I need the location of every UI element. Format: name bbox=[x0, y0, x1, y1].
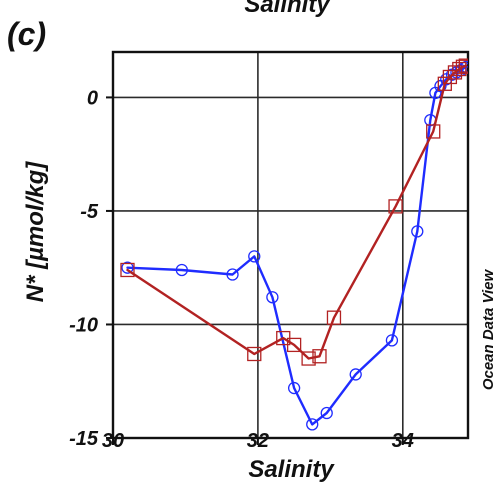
ocean-data-view-credit: Ocean Data View bbox=[480, 269, 497, 391]
series-1-circle-marker-5 bbox=[287, 381, 301, 395]
series-2-line bbox=[126, 64, 467, 360]
series-1-circle-marker-0 bbox=[121, 261, 134, 274]
x-tick-label-2: 34 bbox=[392, 430, 414, 452]
x-tick-label-0: 30 bbox=[102, 430, 124, 452]
plot-area: 30 32 34 -15 -10 -5 0 bbox=[69, 50, 470, 452]
series-1-circle-marker-7 bbox=[320, 406, 333, 420]
y-tick-label-1: -10 bbox=[69, 314, 98, 336]
series-2-square-marker-7 bbox=[388, 199, 403, 214]
series-2-square-marker-1 bbox=[247, 346, 262, 362]
series-1-circle-marker-10 bbox=[411, 225, 424, 238]
series-1-circle-marker-2 bbox=[226, 268, 239, 281]
y-axis-title: N* [µmol/kg] bbox=[22, 161, 49, 303]
series-2-square-marker-8 bbox=[426, 124, 441, 139]
series-2-square-marker-13 bbox=[455, 59, 468, 74]
series-1-circle-marker-6 bbox=[306, 418, 319, 431]
series-2-square-marker-10 bbox=[442, 69, 458, 85]
series-1-circle-marker-9 bbox=[385, 334, 399, 347]
series-2-square-marker-0 bbox=[120, 262, 135, 278]
series-1-circle-marker-3 bbox=[248, 250, 261, 263]
y-tick-label-3: 0 bbox=[87, 87, 98, 109]
data-layer bbox=[120, 58, 468, 431]
series-1-circle-marker-8 bbox=[349, 368, 362, 381]
top-title: Salinity bbox=[244, 0, 331, 18]
y-tick-label-2: -5 bbox=[80, 201, 99, 223]
series-2-square-marker-6 bbox=[326, 310, 342, 325]
series-1-circle-marker-1 bbox=[175, 263, 188, 277]
x-axis-title: Salinity bbox=[248, 456, 335, 483]
panel-label: (c) bbox=[7, 16, 46, 52]
y-tick-label-0: -15 bbox=[69, 428, 99, 450]
plot-frame bbox=[111, 50, 470, 440]
series-2-square-marker-5 bbox=[312, 349, 327, 364]
x-tick-label-1: 32 bbox=[247, 430, 269, 452]
series-2-square-marker-4 bbox=[301, 351, 316, 366]
series-1-circle-marker-4 bbox=[266, 291, 279, 304]
series-2-square-marker-3 bbox=[286, 337, 302, 353]
series-2-square-marker-14 bbox=[458, 58, 468, 73]
